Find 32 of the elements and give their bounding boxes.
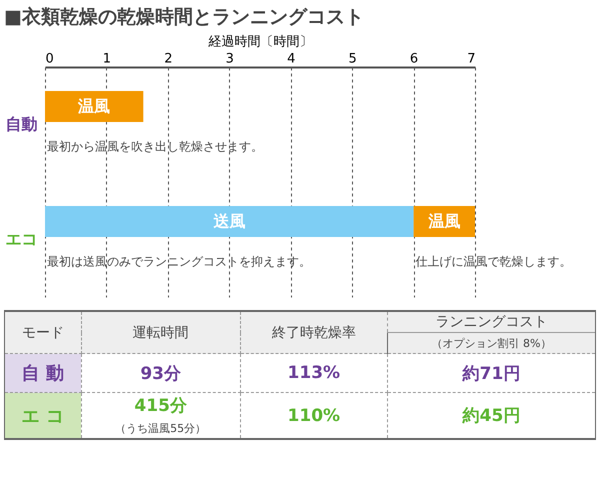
x-tick-label: 7 bbox=[467, 52, 476, 66]
annotation: 仕上げに温風で乾燥します。 bbox=[414, 254, 572, 268]
text: 終了時乾燥率 bbox=[240, 311, 388, 354]
series-label: 温風 bbox=[77, 96, 110, 116]
text: 約71円 bbox=[387, 354, 596, 392]
text: エ コ bbox=[4, 392, 82, 439]
text: ランニングコスト bbox=[387, 311, 596, 332]
text: （うち温風55分） bbox=[115, 422, 206, 435]
text: 温風 bbox=[428, 212, 460, 230]
y-tick-label: 自動 bbox=[6, 114, 38, 134]
text: 113% bbox=[240, 354, 388, 392]
text: 110% bbox=[240, 392, 388, 439]
x-tick-label: 0 bbox=[46, 52, 54, 66]
text: 運転時間 bbox=[81, 311, 240, 354]
x-tick-label: 1 bbox=[102, 52, 112, 66]
x-axis-title: 経過時間〔時間〕 bbox=[208, 34, 312, 50]
x-tick-label: 4 bbox=[287, 52, 296, 66]
text: （オプション割引 8%） bbox=[387, 332, 596, 354]
series-label: 送風 bbox=[212, 212, 246, 230]
text: 415分 bbox=[134, 396, 187, 416]
y-tick-label: エコ bbox=[6, 230, 38, 248]
text: 93分 bbox=[81, 354, 240, 392]
x-tick-label: 2 bbox=[164, 52, 172, 66]
annotation: 最初は送風のみでランニングコストを抑えます。 bbox=[47, 254, 311, 268]
chart-title: ■衣類乾燥の乾燥時間とランニングコスト bbox=[3, 5, 365, 30]
annotation: 最初から温風を吹き出し乾燥させます。 bbox=[47, 140, 263, 154]
x-tick-label: 6 bbox=[410, 52, 418, 66]
text: モード bbox=[4, 311, 82, 354]
x-tick-label: 3 bbox=[226, 52, 234, 66]
text: 約45円 bbox=[387, 392, 596, 439]
x-tick-label: 5 bbox=[348, 52, 357, 66]
text: 自 動 bbox=[4, 354, 82, 392]
